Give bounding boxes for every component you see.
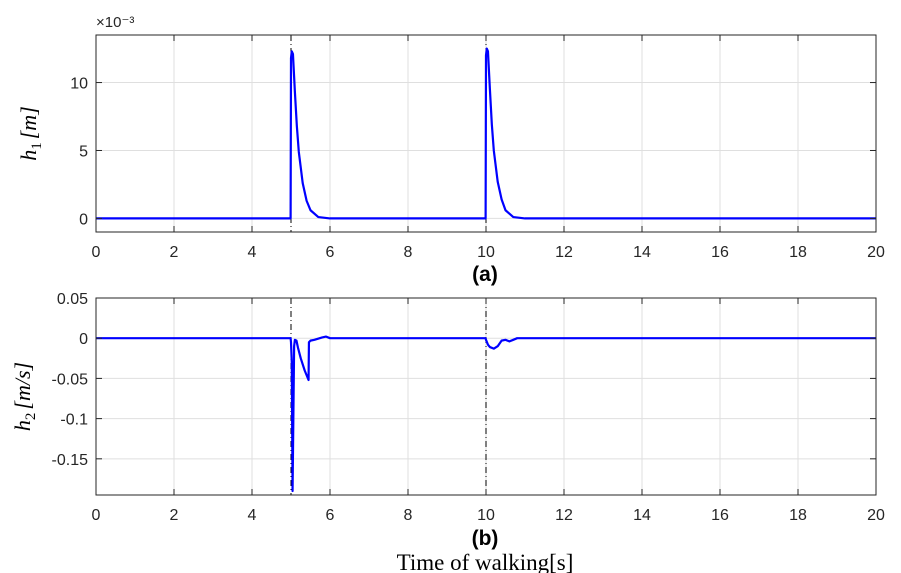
x-tick-label: 12	[555, 244, 573, 261]
x-tick-label: 18	[789, 244, 807, 261]
y-tick-label: 0	[79, 211, 88, 228]
x-tick-label: 14	[633, 507, 651, 524]
x-tick-label: 2	[170, 507, 179, 524]
x-tick-label: 6	[326, 507, 335, 524]
x-tick-label: 20	[867, 244, 885, 261]
series-line	[96, 47, 876, 220]
series-line	[96, 335, 876, 493]
y-axis-label-unit: [m]	[16, 106, 41, 139]
y-axis-label: h1 [m]	[16, 106, 45, 161]
chart-panel-b: 0 2 4 6 8 10 12 14 16 18 200.050-0.05-0.1-0.15h2[m…	[10, 291, 885, 573]
y-tick-label: -0.05	[52, 371, 89, 388]
x-tick-label: 6	[326, 244, 335, 261]
y-axis-label-symbol: h	[10, 420, 35, 431]
chart-panel-a: 0 2 4 6 8 10 12 14 16 18 20 0 5 10 ×10⁻³ h1 [m] (a)	[16, 14, 885, 286]
x-tick-label: 2	[170, 244, 179, 261]
x-tick-label: 8	[404, 507, 413, 524]
x-tick-label: 4	[248, 244, 257, 261]
x-tick-label: 12	[555, 507, 573, 524]
y-axis-label: h2 [m/s]	[10, 362, 39, 431]
y-exponent-label: ×10⁻³	[96, 14, 134, 31]
x-tick-label: 8	[404, 244, 413, 261]
y-tick-label: 5	[79, 143, 88, 160]
x-tick-label: 10	[477, 244, 495, 261]
y-tick-label: -0.15	[52, 452, 89, 469]
x-tick-label: 16	[711, 507, 729, 524]
x-tick-label: 16	[711, 244, 729, 261]
y-tick-label: 0.05	[57, 291, 88, 308]
x-tick-label: 0	[92, 244, 101, 261]
y-axis-label-subscript: 2	[23, 413, 39, 421]
x-axis-label: Time of walking[s]	[397, 550, 574, 573]
x-tick-label: 14	[633, 244, 651, 261]
x-tick-label: 20	[867, 507, 885, 524]
panel-label: (a)	[472, 263, 498, 286]
x-tick-label: 0	[92, 507, 101, 524]
y-tick-label: -0.1	[60, 412, 88, 429]
y-tick-label: 10	[70, 76, 88, 93]
x-tick-label: 10	[477, 507, 495, 524]
y-axis-label-subscript: 1	[29, 142, 45, 150]
panel-label: (b)	[472, 527, 499, 550]
y-axis-label-symbol: h	[16, 150, 41, 161]
y-tick-label: 0	[79, 331, 88, 348]
x-tick-label: 18	[789, 507, 807, 524]
x-tick-label: 4	[248, 507, 257, 524]
y-axis-label-unit: [m/s]	[10, 362, 35, 410]
